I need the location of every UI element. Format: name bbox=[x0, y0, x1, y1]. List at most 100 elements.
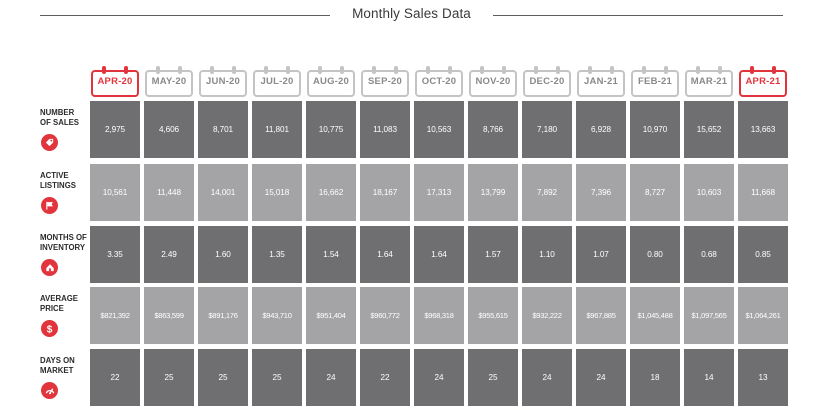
calendar-ring bbox=[372, 66, 376, 74]
table-cell: $968,318 bbox=[414, 287, 464, 344]
table-cell: 13,799 bbox=[468, 164, 518, 221]
table-cell: $955,615 bbox=[468, 287, 518, 344]
row-label-line: DAYS ON bbox=[40, 356, 75, 365]
table-cell: 1.35 bbox=[252, 226, 302, 283]
month-header-calendar: JUL-20 bbox=[253, 66, 301, 97]
calendar-ring bbox=[556, 66, 560, 74]
calendar-ring bbox=[156, 66, 160, 74]
month-label: JUN-20 bbox=[206, 76, 240, 87]
calendar-icon bbox=[577, 70, 625, 97]
calendar-ring bbox=[664, 66, 668, 74]
table-cell: $943,710 bbox=[252, 287, 302, 344]
calendar-ring bbox=[178, 66, 182, 74]
month-label: NOV-20 bbox=[475, 76, 511, 87]
table-cell: 24 bbox=[522, 349, 572, 406]
calendar-ring bbox=[480, 66, 484, 74]
table-cell: 8,766 bbox=[468, 101, 518, 158]
table-cell: $1,064,261 bbox=[738, 287, 788, 344]
month-header-calendar: APR-21 bbox=[739, 66, 787, 97]
row-label: ACTIVE LISTINGS bbox=[40, 171, 90, 191]
month-header-calendar: AUG-20 bbox=[307, 66, 355, 97]
table-cell: 10,563 bbox=[414, 101, 464, 158]
table-cell: $932,222 bbox=[522, 287, 572, 344]
tag-icon bbox=[41, 134, 58, 151]
row-label-line: OF SALES bbox=[40, 118, 79, 127]
calendar-icon bbox=[685, 70, 733, 97]
calendar-ring bbox=[232, 66, 236, 74]
table-cell: 22 bbox=[360, 349, 410, 406]
table-cell: 25 bbox=[252, 349, 302, 406]
month-label: OCT-20 bbox=[421, 76, 457, 87]
title-rule-right bbox=[493, 15, 783, 16]
table-cell: $967,885 bbox=[576, 287, 626, 344]
month-header-calendar: FEB-21 bbox=[631, 66, 679, 97]
table-cell: $863,599 bbox=[144, 287, 194, 344]
calendar-icon bbox=[145, 70, 193, 97]
table-cell: 2.49 bbox=[144, 226, 194, 283]
table-cell: 14 bbox=[684, 349, 734, 406]
table-cell: 11,801 bbox=[252, 101, 302, 158]
table-cell: 1.60 bbox=[198, 226, 248, 283]
calendar-icon bbox=[199, 70, 247, 97]
month-header-calendar: JUN-20 bbox=[199, 66, 247, 97]
table-cell: 25 bbox=[468, 349, 518, 406]
calendar-ring bbox=[102, 66, 106, 74]
row-label-line: MONTHS OF bbox=[40, 233, 87, 242]
table-cell: 2,975 bbox=[90, 101, 140, 158]
calendar-ring bbox=[718, 66, 722, 74]
month-header-calendar: APR-20 bbox=[91, 66, 139, 97]
row-label: MONTHS OF INVENTORY bbox=[40, 233, 90, 253]
calendar-ring bbox=[642, 66, 646, 74]
table-cell: 0.80 bbox=[630, 226, 680, 283]
month-label: JUL-20 bbox=[260, 76, 294, 87]
table-cell: 1.57 bbox=[468, 226, 518, 283]
table-cell: 1.10 bbox=[522, 226, 572, 283]
month-header-calendar: NOV-20 bbox=[469, 66, 517, 97]
calendar-icon bbox=[631, 70, 679, 97]
table-cell: 0.85 bbox=[738, 226, 788, 283]
calendar-ring bbox=[286, 66, 290, 74]
table-cell: 13 bbox=[738, 349, 788, 406]
table-cell: 24 bbox=[576, 349, 626, 406]
table-cell: 1.64 bbox=[414, 226, 464, 283]
calendar-ring bbox=[448, 66, 452, 74]
table-cell: 6,928 bbox=[576, 101, 626, 158]
table-cell: 7,892 bbox=[522, 164, 572, 221]
table-cell: 11,083 bbox=[360, 101, 410, 158]
table-cell: 10,970 bbox=[630, 101, 680, 158]
calendar-icon bbox=[253, 70, 301, 97]
table-cell: 3.35 bbox=[90, 226, 140, 283]
calendar-icon bbox=[307, 70, 355, 97]
calendar-ring bbox=[750, 66, 754, 74]
table-cell: 18,167 bbox=[360, 164, 410, 221]
calendar-icon bbox=[739, 70, 787, 97]
chart-title: Monthly Sales Data bbox=[352, 6, 471, 21]
table-cell: 15,652 bbox=[684, 101, 734, 158]
row-label-line: INVENTORY bbox=[40, 243, 86, 252]
row-label-line: AVERAGE bbox=[40, 294, 78, 303]
table-cell: 17,313 bbox=[414, 164, 464, 221]
table-cell: $891,176 bbox=[198, 287, 248, 344]
month-header-calendar: SEP-20 bbox=[361, 66, 409, 97]
table-cell: 16,662 bbox=[306, 164, 356, 221]
flag-icon bbox=[41, 197, 58, 214]
calendar-icon bbox=[415, 70, 463, 97]
table-cell: 10,561 bbox=[90, 164, 140, 221]
calendar-icon bbox=[469, 70, 517, 97]
month-label: DEC-20 bbox=[529, 76, 565, 87]
table-cell: 1.54 bbox=[306, 226, 356, 283]
table-cell: 13,663 bbox=[738, 101, 788, 158]
row-label-line: PRICE bbox=[40, 304, 64, 313]
row-label: DAYS ON MARKET bbox=[40, 356, 90, 376]
speedometer-icon bbox=[41, 382, 58, 399]
month-header-calendar: OCT-20 bbox=[415, 66, 463, 97]
row-label-line: ACTIVE bbox=[40, 171, 69, 180]
table-cell: $951,404 bbox=[306, 287, 356, 344]
table-cell: 1.07 bbox=[576, 226, 626, 283]
month-header-calendar: JAN-21 bbox=[577, 66, 625, 97]
table-cell: 18 bbox=[630, 349, 680, 406]
calendar-ring bbox=[394, 66, 398, 74]
month-label: JAN-21 bbox=[584, 76, 618, 87]
calendar-icon bbox=[361, 70, 409, 97]
row-label: NUMBER OF SALES bbox=[40, 108, 90, 128]
